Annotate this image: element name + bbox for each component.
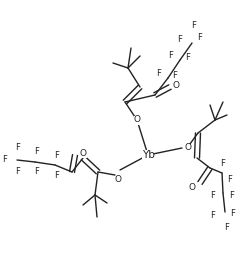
Text: F: F [185,52,190,61]
Text: F: F [16,143,20,152]
Text: O: O [188,182,196,191]
Text: O: O [79,149,86,157]
Text: F: F [225,223,229,232]
Text: F: F [55,150,60,159]
Text: F: F [220,159,225,168]
Text: F: F [192,21,196,30]
Text: O: O [184,143,192,152]
Text: F: F [157,69,161,77]
Text: F: F [178,36,183,44]
Text: O: O [114,175,122,184]
Text: F: F [169,51,173,60]
Text: F: F [210,212,215,221]
Text: F: F [2,156,7,165]
Text: F: F [16,167,20,176]
Text: F: F [55,171,60,180]
Text: Yb: Yb [142,150,154,160]
Text: F: F [210,190,215,199]
Text: F: F [35,167,39,176]
Text: F: F [230,190,234,199]
Text: F: F [35,148,39,157]
Text: O: O [134,116,140,125]
Text: F: F [197,34,202,43]
Text: O: O [172,80,180,90]
Text: F: F [172,70,177,79]
Text: F: F [231,208,235,217]
Text: F: F [228,174,233,183]
